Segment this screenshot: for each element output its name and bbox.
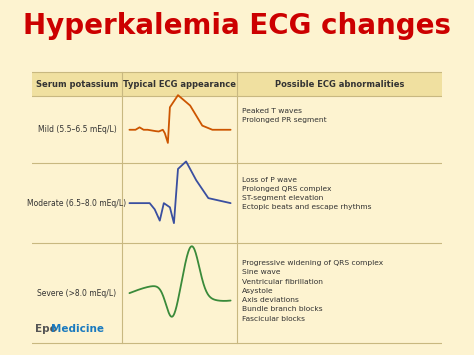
Text: Possible ECG abnormalities: Possible ECG abnormalities	[275, 80, 404, 89]
Text: Progressive widening of QRS complex
Sine wave
Ventricular fibrillation
Asystole
: Progressive widening of QRS complex Sine…	[242, 260, 383, 322]
Text: Severe (>8.0 mEq/L): Severe (>8.0 mEq/L)	[37, 289, 117, 297]
Text: Serum potassium: Serum potassium	[36, 80, 118, 89]
Text: Epo: Epo	[35, 324, 57, 334]
Bar	[32, 72, 442, 343]
Text: Moderate (6.5–8.0 mEq/L): Moderate (6.5–8.0 mEq/L)	[27, 199, 127, 208]
Text: Mild (5.5–6.5 mEq/L): Mild (5.5–6.5 mEq/L)	[37, 125, 116, 134]
Text: Medicine: Medicine	[51, 324, 104, 334]
Text: Typical ECG appearance: Typical ECG appearance	[123, 80, 236, 89]
Text: Peaked T waves
Prolonged PR segment: Peaked T waves Prolonged PR segment	[242, 108, 327, 123]
Bar	[32, 72, 442, 97]
Text: Loss of P wave
Prolonged QRS complex
ST-segment elevation
Ectopic beats and esca: Loss of P wave Prolonged QRS complex ST-…	[242, 177, 372, 211]
Text: Hyperkalemia ECG changes: Hyperkalemia ECG changes	[23, 12, 451, 40]
